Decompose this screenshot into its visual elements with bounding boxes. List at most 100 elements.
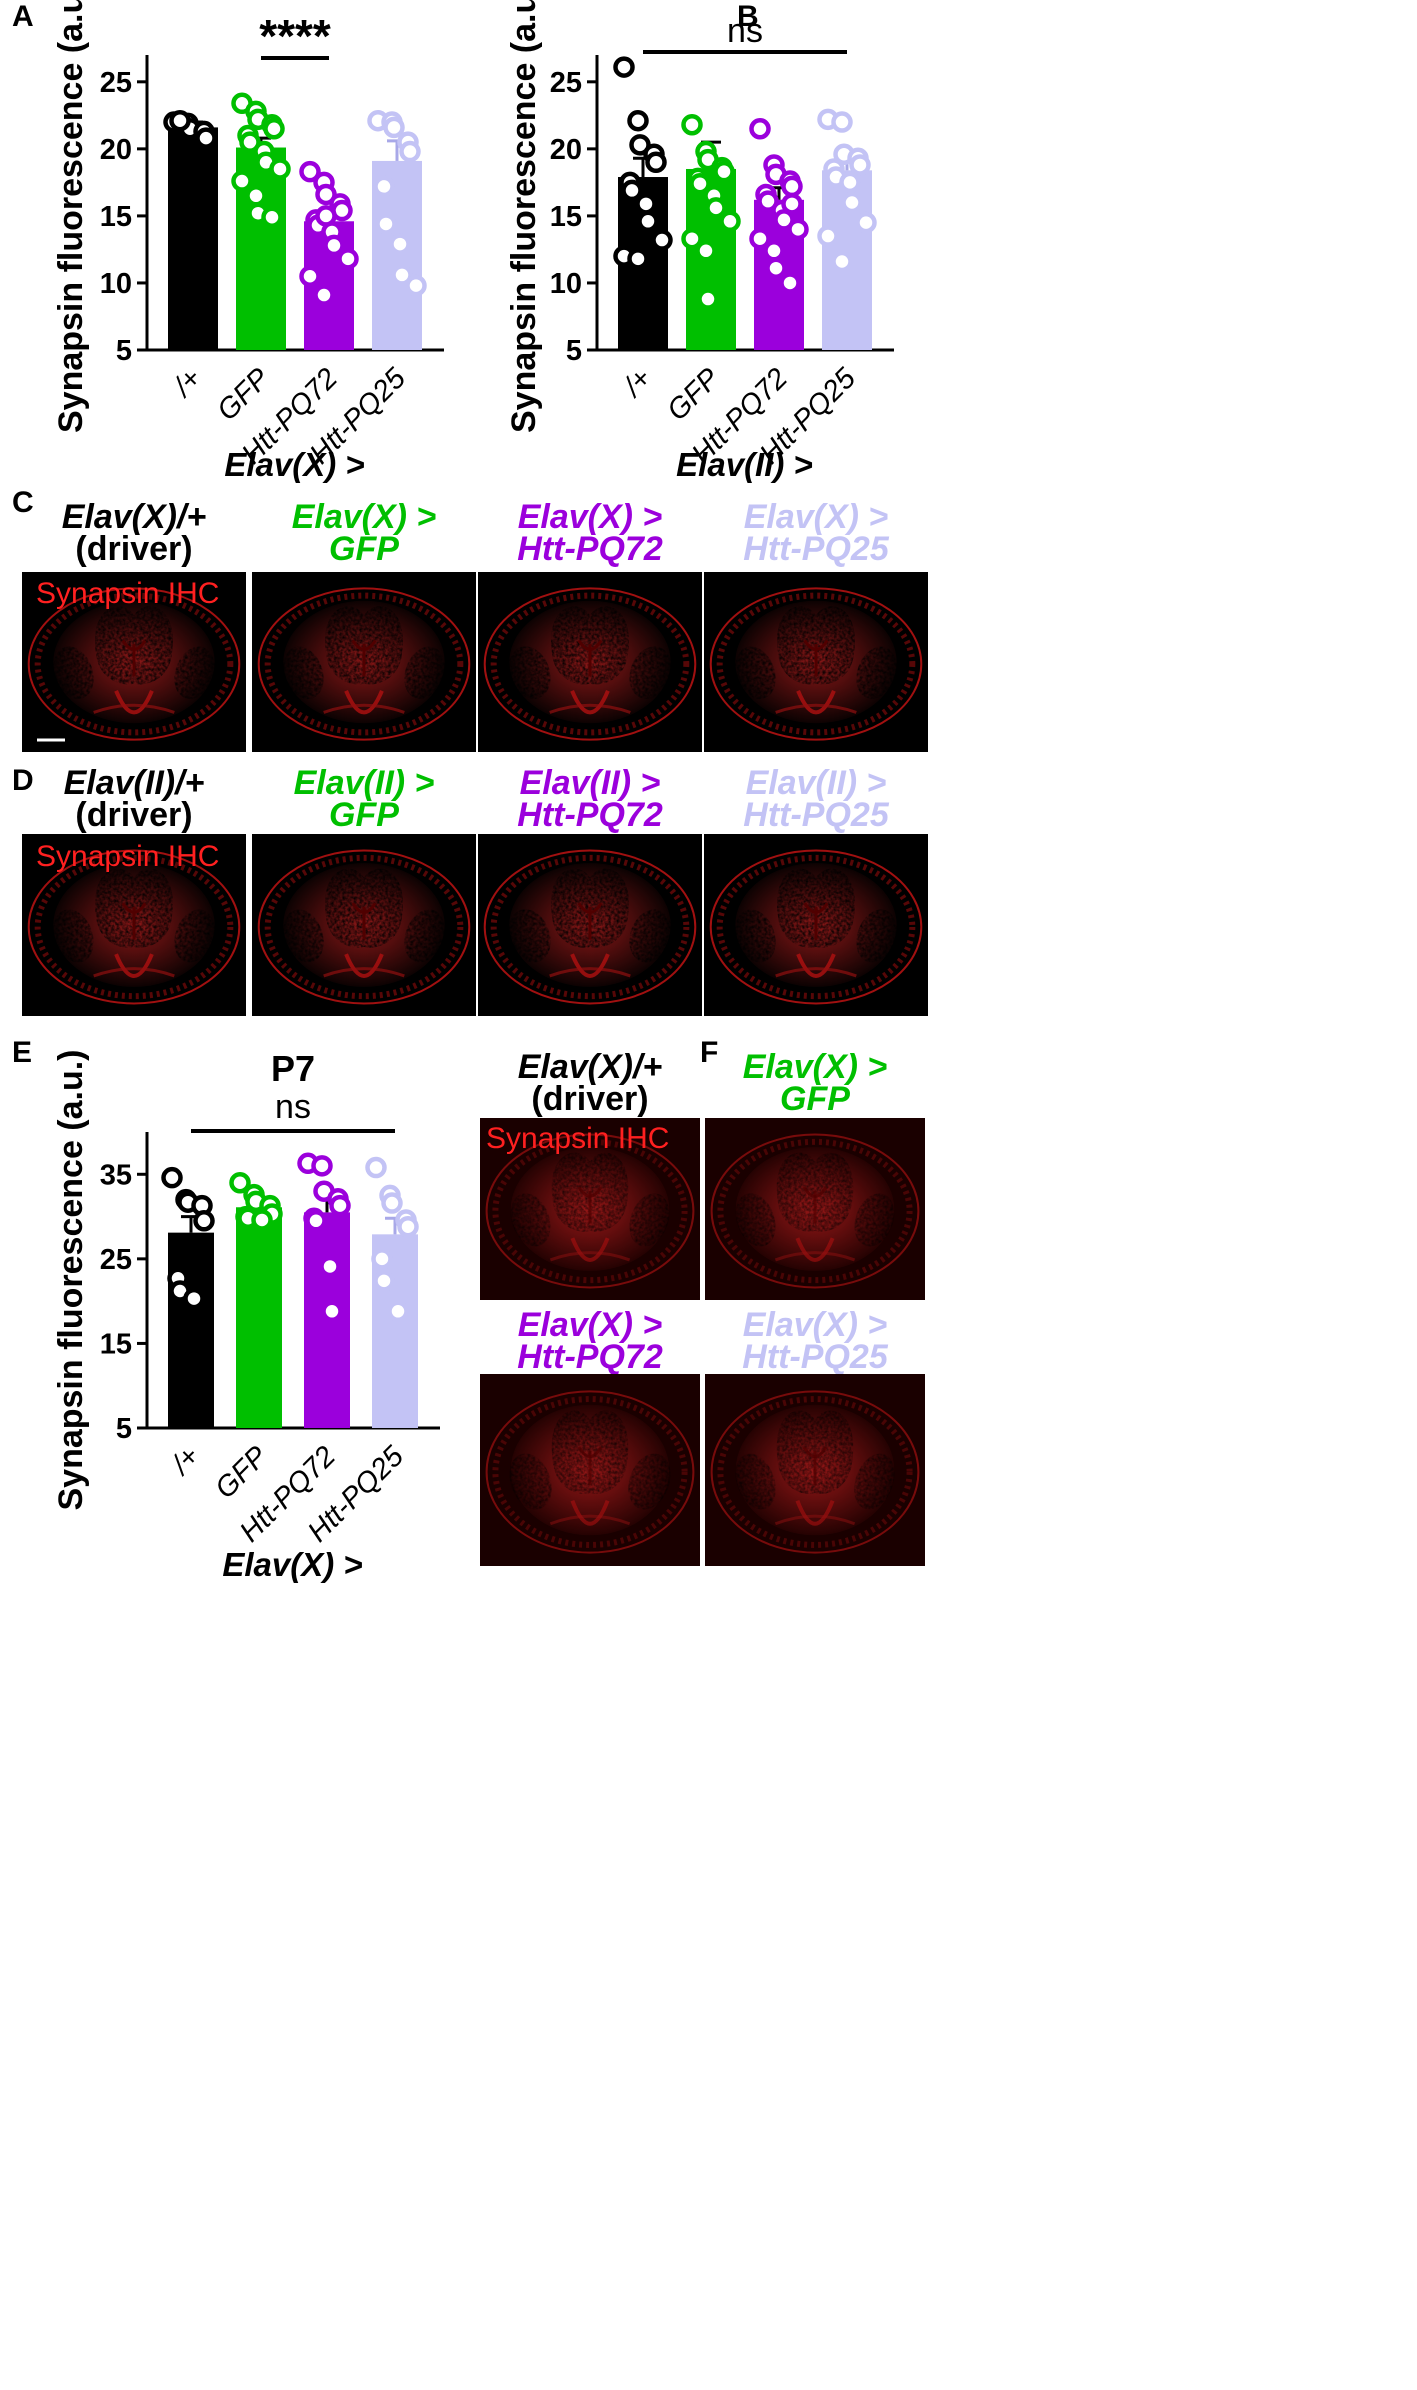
- data-point: [161, 1166, 183, 1189]
- optic-lobe-right: [404, 909, 445, 963]
- optic-lobe-left: [53, 646, 94, 699]
- head-outline: [710, 1133, 920, 1289]
- data-point: [689, 172, 711, 195]
- y-tick-label: 20: [100, 134, 132, 166]
- data-point: [773, 209, 795, 231]
- subesophageal-outline: [796, 690, 836, 715]
- data-point: [697, 288, 719, 310]
- data-point: [839, 171, 861, 194]
- optic-lobe-right: [856, 646, 897, 699]
- data-point: [365, 1156, 387, 1179]
- data-point: [231, 170, 253, 192]
- panel-label-c: C: [12, 486, 34, 519]
- bar: [168, 1232, 214, 1428]
- data-point: [719, 210, 741, 233]
- data-point: [337, 248, 359, 270]
- data-point: [757, 190, 779, 212]
- panel-label-f: F: [700, 1036, 718, 1069]
- optic-lobe-rim: [716, 854, 916, 1000]
- optic-lobe-right: [628, 1453, 671, 1510]
- optic-lobe-left: [283, 909, 324, 963]
- head-outline: [257, 849, 471, 1005]
- lower-tissue-outline: [93, 967, 175, 978]
- optic-lobe-right: [174, 909, 215, 963]
- head-outline: [483, 849, 697, 1005]
- subesophageal-outline: [570, 1500, 610, 1526]
- optic-lobe-rim: [490, 592, 690, 736]
- optic-lobe-rim: [716, 592, 916, 736]
- data-point: [371, 1248, 393, 1270]
- data-point: [397, 1215, 419, 1238]
- head-outline: [257, 587, 471, 741]
- data-point: [831, 250, 853, 273]
- genotype-label-line2: Htt-PQ25: [743, 796, 890, 834]
- bar: [236, 1207, 282, 1428]
- lower-tissue-outline: [775, 703, 857, 714]
- data-point: [313, 284, 335, 306]
- lower-tissue-outline: [323, 967, 405, 978]
- y-tick-label: 35: [100, 1159, 132, 1191]
- lower-tissue-outline: [549, 1251, 631, 1262]
- optic-lobe-left: [735, 646, 776, 699]
- subesophageal-outline: [114, 953, 154, 978]
- optic-lobe-right: [854, 1453, 895, 1510]
- panel-d-micrographs: Elav(II)/+(driver)Elav(II) >GFPElav(II) …: [22, 764, 928, 1016]
- significance-label: ****: [259, 10, 331, 62]
- subesophageal-outline: [570, 1237, 610, 1262]
- data-point: [831, 111, 853, 133]
- y-tick-label: 15: [100, 201, 132, 233]
- data-point: [195, 127, 217, 149]
- lower-tissue-outline: [549, 967, 631, 978]
- data-point: [321, 1300, 343, 1323]
- data-point: [169, 109, 191, 132]
- category-label: /+: [166, 362, 208, 404]
- y-tick-label: 15: [100, 1328, 132, 1360]
- genotype-label-line2: Htt-PQ72: [517, 530, 663, 568]
- data-point: [261, 206, 283, 228]
- genotype-label-line2: Htt-PQ72: [517, 1338, 663, 1376]
- optic-lobe-rim: [717, 1396, 913, 1548]
- data-point: [841, 191, 863, 214]
- subesophageal-outline: [570, 690, 610, 715]
- subesophageal-outline: [114, 690, 154, 715]
- genotype-label-line2: (driver): [75, 796, 192, 834]
- data-point: [627, 109, 649, 132]
- y-tick-label: 5: [116, 1413, 132, 1445]
- head-outline: [710, 1390, 920, 1554]
- genotype-label-line2: (driver): [75, 530, 192, 568]
- optic-lobe-right: [404, 646, 445, 699]
- data-point: [399, 140, 421, 163]
- y-axis-label: Synapsin fluorescence (a.u.): [52, 1049, 90, 1510]
- genotype-label-line2: Htt-PQ25: [743, 530, 890, 568]
- genotype-label-line2: GFP: [780, 1080, 850, 1118]
- genotype-label-line2: GFP: [329, 796, 399, 834]
- optic-lobe-rim: [264, 592, 464, 736]
- genotype-label-line1: Elav(X)/+: [518, 1048, 663, 1086]
- data-point: [651, 229, 673, 251]
- optic-lobe-right: [629, 1193, 670, 1247]
- head-outline: [709, 587, 923, 741]
- y-tick-label: 25: [550, 67, 582, 99]
- data-point: [629, 134, 651, 156]
- optic-lobe-rim: [34, 854, 234, 1000]
- lower-tissue-outline: [323, 703, 405, 714]
- lower-tissue-outline: [774, 1514, 856, 1526]
- data-point: [763, 240, 785, 262]
- significance-label: ns: [727, 12, 763, 50]
- y-tick-label: 15: [550, 201, 582, 233]
- data-point: [781, 175, 803, 198]
- optic-lobe-rim: [492, 1138, 688, 1284]
- panel-label-b: B: [737, 0, 759, 33]
- genotype-label-line1: Elav(II) >: [746, 764, 887, 802]
- data-point: [299, 160, 321, 183]
- bar: [168, 127, 218, 350]
- lower-tissue-outline: [93, 703, 175, 714]
- optic-lobe-left: [509, 1453, 552, 1510]
- data-point: [239, 131, 261, 153]
- data-point: [183, 1287, 205, 1310]
- data-point: [849, 154, 871, 176]
- genotype-label-line2: Htt-PQ25: [742, 1338, 889, 1376]
- head-outline: [485, 1133, 695, 1289]
